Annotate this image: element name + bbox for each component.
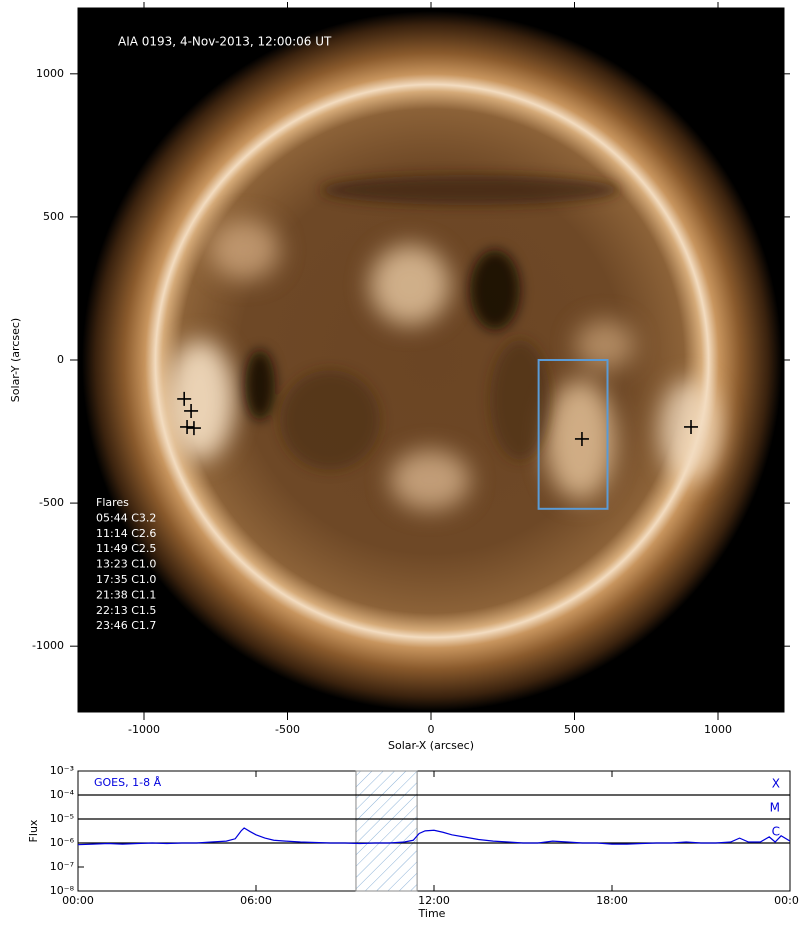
x-axis-label: Solar-X (arcsec) [388,739,474,752]
flare-marker [184,403,199,418]
flare-marker [180,419,195,434]
x-tick-label: -1000 [128,723,160,736]
region-box [537,359,609,510]
flux-line [78,827,790,846]
flare-list: 21:38 C1.1 [96,588,156,601]
y-tick-label: 10⁻⁷ [50,860,74,873]
x-tick-label: 18:00 [596,894,628,907]
image-title: AIA 0193, 4-Nov-2013, 12:00:06 UT [118,35,332,49]
level-label: C [772,825,780,839]
flare-marker [574,431,589,446]
shaded-interval [355,770,418,892]
solar-image [78,8,784,712]
flare-list: 23:46 C1.7 [96,619,156,632]
y-tick-label: 10⁻⁵ [50,812,74,825]
x-tick-label: 00:00 [774,894,799,907]
flare-marker [684,419,699,434]
plot-frame [77,770,791,892]
y-tick-label: 10⁻⁴ [50,788,75,801]
flare-list: 05:44 C3.2 [96,511,156,524]
y-tick-label: -500 [39,496,64,509]
x-tick-label: 0 [428,723,435,736]
level-label: M [770,801,780,815]
y-tick-label: 0 [57,353,64,366]
flare-list: 22:13 C1.5 [96,604,156,617]
x-axis-label: Time [418,907,446,920]
flare-marker [177,391,192,406]
y-axis-label: Solar-Y (arcsec) [9,318,22,402]
x-tick-label: 1000 [704,723,732,736]
y-tick-label: 10⁻³ [50,764,74,777]
legend-label: GOES, 1-8 Å [94,776,162,789]
x-tick-label: 500 [564,723,585,736]
x-tick-label: 12:00 [418,894,450,907]
y-tick-label: 10⁻⁶ [50,836,75,849]
flare-list: 13:23 C1.0 [96,558,156,571]
x-tick-label: 00:00 [62,894,94,907]
y-tick-label: 1000 [36,67,64,80]
flare-list: 11:14 C2.6 [96,527,156,540]
y-tick-label: 10⁻⁸ [50,884,75,897]
flare-list: 11:49 C2.5 [96,542,156,555]
y-axis-label: Flux [27,819,40,842]
x-tick-label: 06:00 [240,894,272,907]
flare-list: Flares [96,496,129,509]
level-label: X [772,777,780,791]
y-tick-label: -1000 [32,639,64,652]
y-tick-label: 500 [43,210,64,223]
flare-list: 17:35 C1.0 [96,573,156,586]
flare-marker [186,421,201,436]
x-tick-label: -500 [275,723,300,736]
